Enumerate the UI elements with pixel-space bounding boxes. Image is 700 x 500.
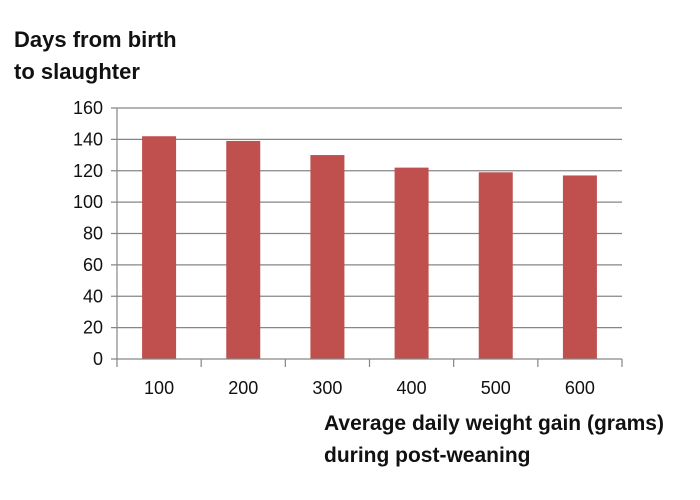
x-tick-label: 600 [565, 378, 595, 398]
y-tick-label: 100 [73, 192, 103, 212]
bar [394, 167, 429, 359]
x-axis-title-line-2: during post-weaning [324, 444, 531, 467]
y-tick-label: 20 [83, 318, 103, 338]
x-tick-label: 400 [397, 378, 427, 398]
x-axis-title: Average daily weight gain (grams) during… [324, 408, 664, 472]
axes [111, 108, 623, 367]
x-tick-label: 300 [312, 378, 342, 398]
y-tick-label: 120 [73, 161, 103, 181]
bar [142, 136, 177, 359]
x-tick-label: 200 [228, 378, 258, 398]
y-tick-labels: 0 20 40 60 80 100 120 140 160 [73, 98, 103, 369]
bar [226, 140, 261, 359]
bar [562, 175, 597, 359]
x-tick-labels: 100 200 300 400 500 600 [144, 378, 595, 398]
bar [478, 172, 513, 359]
gridlines [111, 107, 622, 329]
y-tick-label: 40 [83, 286, 103, 306]
y-axis-title: Days from birth to slaughter [14, 24, 177, 88]
y-axis-title-line-1: Days from birth [14, 27, 177, 52]
y-axis-title-line-2: to slaughter [14, 59, 140, 84]
y-tick-label: 80 [83, 224, 103, 244]
y-tick-label: 0 [93, 349, 103, 369]
y-tick-label: 140 [73, 129, 103, 149]
y-tick-label: 160 [73, 98, 103, 118]
x-tick-label: 500 [481, 378, 511, 398]
y-tick-label: 60 [83, 255, 103, 275]
bars [142, 136, 597, 359]
bar [310, 155, 345, 359]
x-axis-title-line-1: Average daily weight gain (grams) [324, 412, 664, 435]
x-tick-label: 100 [144, 378, 174, 398]
